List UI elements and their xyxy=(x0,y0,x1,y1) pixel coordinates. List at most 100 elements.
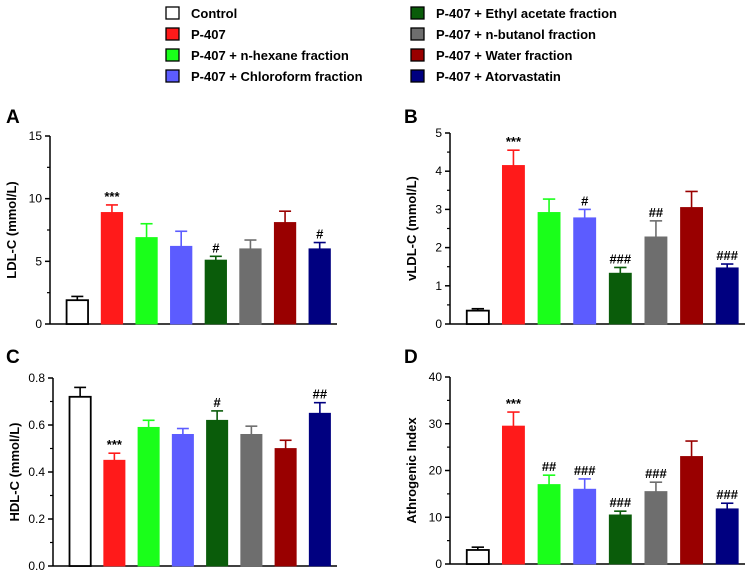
bar xyxy=(240,433,263,567)
legend-item: Control xyxy=(165,6,237,21)
legend-item: P-407 xyxy=(165,27,226,42)
legend-label: P-407 + Water fraction xyxy=(436,48,572,63)
bar xyxy=(239,248,262,325)
y-tick-label: 0.0 xyxy=(28,559,45,571)
y-tick-label: 5 xyxy=(435,126,442,140)
legend-swatch xyxy=(410,6,425,20)
bar xyxy=(103,459,126,567)
significance-label: ## xyxy=(542,459,557,474)
legend-label: P-407 + n-butanol fraction xyxy=(436,27,596,42)
y-tick-label: 0.2 xyxy=(28,512,45,526)
bar xyxy=(644,236,668,325)
legend-item: P-407 + Chloroform fraction xyxy=(165,69,363,84)
bar xyxy=(308,248,331,325)
significance-label: ## xyxy=(649,205,664,220)
legend-swatch xyxy=(410,27,425,41)
legend-label: Control xyxy=(191,6,237,21)
bar xyxy=(68,395,92,567)
legend-item: P-407 + n-hexane fraction xyxy=(165,48,349,63)
significance-label: ### xyxy=(609,495,631,510)
significance-label: ### xyxy=(574,463,596,478)
y-tick-label: 20 xyxy=(429,464,443,478)
y-tick-label: 0.6 xyxy=(28,418,45,432)
y-tick-label: 0 xyxy=(435,557,442,571)
legend-label: P-407 + Ethyl acetate fraction xyxy=(436,6,617,21)
legend-swatch xyxy=(165,69,180,83)
chart-panel-a: A 0 5 10 15 LDL-C (mmol/L) *** # # xyxy=(4,107,337,331)
y-tick-label: 0 xyxy=(435,317,442,331)
significance-label: # xyxy=(581,193,589,208)
bar xyxy=(715,508,739,565)
bar xyxy=(644,491,668,565)
y-tick-label: 15 xyxy=(29,129,43,143)
legend-swatch xyxy=(165,48,180,62)
y-tick-label: 10 xyxy=(29,192,43,206)
bar xyxy=(537,212,561,325)
bar xyxy=(100,212,124,325)
legend-label: P-407 + Atorvastatin xyxy=(436,69,561,84)
significance-label: ### xyxy=(645,466,667,481)
panel-label: A xyxy=(6,107,20,128)
significance-label: ### xyxy=(716,487,738,502)
y-tick-label: 3 xyxy=(435,202,442,216)
significance-label: *** xyxy=(107,437,123,452)
y-axis-label: vLDL-C (mmol/L) xyxy=(404,176,419,281)
bar xyxy=(204,259,227,325)
significance-label: *** xyxy=(506,134,522,149)
bar xyxy=(680,456,704,565)
significance-label: # xyxy=(212,240,220,255)
bar xyxy=(537,484,561,565)
significance-label: ## xyxy=(313,387,328,402)
bar xyxy=(715,267,739,325)
significance-label: ### xyxy=(609,251,631,266)
y-tick-label: 1 xyxy=(435,279,442,293)
bar xyxy=(137,426,160,567)
bar xyxy=(274,448,297,567)
y-axis-label: HDL-C (mmol/L) xyxy=(7,423,22,522)
y-tick-label: 5 xyxy=(35,254,42,268)
panel-label: D xyxy=(404,347,418,368)
y-axis-label: Athrogenic Index xyxy=(404,417,419,524)
legend-item: P-407 + Ethyl acetate fraction xyxy=(410,6,617,21)
legend-swatch xyxy=(165,27,180,41)
legend-swatch xyxy=(410,48,425,62)
legend: Control P-407 P-407 + n-hexane fraction P-4… xyxy=(165,6,617,84)
y-tick-label: 0.4 xyxy=(28,465,45,479)
bar xyxy=(608,514,632,565)
bar xyxy=(501,165,525,325)
bar xyxy=(308,412,331,567)
significance-label: *** xyxy=(104,189,120,204)
y-tick-label: 10 xyxy=(429,510,443,524)
bar xyxy=(501,425,525,565)
y-tick-label: 30 xyxy=(429,417,443,431)
bar xyxy=(573,217,597,325)
bar xyxy=(65,299,89,325)
bar xyxy=(465,309,490,325)
bar xyxy=(608,272,632,325)
legend-label: P-407 xyxy=(191,27,226,42)
bar xyxy=(573,488,597,565)
legend-swatch xyxy=(410,69,425,83)
bar xyxy=(171,433,194,567)
y-tick-label: 4 xyxy=(435,164,442,178)
legend-item: P-407 + Water fraction xyxy=(410,48,572,63)
bar xyxy=(170,245,193,325)
significance-label: # xyxy=(214,395,222,410)
y-tick-label: 0.8 xyxy=(28,371,45,385)
significance-label: ### xyxy=(716,248,738,263)
bar xyxy=(465,549,490,565)
significance-label: *** xyxy=(506,396,522,411)
significance-label: # xyxy=(316,227,324,242)
y-tick-label: 40 xyxy=(429,370,443,384)
bar xyxy=(273,222,297,325)
legend-swatch xyxy=(165,6,180,20)
legend-label: P-407 + Chloroform fraction xyxy=(191,69,363,84)
y-tick-label: 0 xyxy=(35,317,42,331)
y-axis-label: LDL-C (mmol/L) xyxy=(4,181,19,278)
panel-label: B xyxy=(404,107,418,128)
legend-item: P-407 + n-butanol fraction xyxy=(410,27,596,42)
